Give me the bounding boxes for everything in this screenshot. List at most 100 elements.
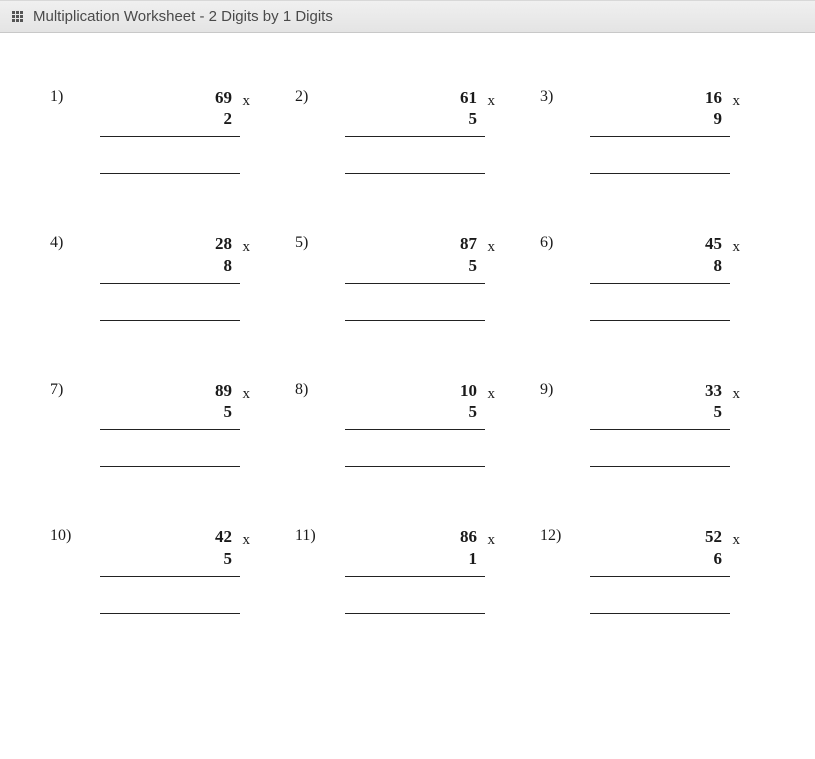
multiplicand: 69 x [70, 88, 260, 108]
answer-line [345, 466, 485, 467]
problem-number: 8) [295, 381, 308, 399]
problem-number: 10) [50, 527, 71, 545]
answer-line [590, 320, 730, 321]
top-value: 10 [460, 381, 477, 400]
multiplier: 9 [560, 108, 750, 130]
problem: 6) 45 x8 [540, 234, 765, 320]
answer-line [345, 613, 485, 614]
operator: x [488, 531, 496, 549]
multiplier: 5 [315, 108, 505, 130]
top-value: 87 [460, 234, 477, 253]
multiplier: 5 [70, 401, 260, 423]
multiplicand: 42 x [70, 527, 260, 547]
multiplicand: 61 x [315, 88, 505, 108]
problem: 7) 89 x5 [50, 381, 275, 467]
equals-line [590, 576, 730, 577]
problem-number: 11) [295, 527, 316, 545]
multiplier: 5 [315, 255, 505, 277]
equals-line [345, 283, 485, 284]
problem-number: 1) [50, 88, 63, 106]
equals-line [590, 136, 730, 137]
problem: 8) 10 x5 [295, 381, 520, 467]
equals-line [100, 283, 240, 284]
operator: x [488, 92, 496, 110]
multiplicand: 10 x [315, 381, 505, 401]
problem-grid: 1)69x22)61x53)16x94)28x85)87x56)45x87)89… [50, 88, 765, 614]
top-value: 33 [705, 381, 722, 400]
answer-line [100, 466, 240, 467]
equals-line [100, 429, 240, 430]
title-bar: Multiplication Worksheet - 2 Digits by 1… [0, 0, 815, 33]
multiplicand: 45 x [560, 234, 750, 254]
problem: 2) 61 x5 [295, 88, 520, 174]
equals-line [590, 429, 730, 430]
multiplier: 5 [70, 548, 260, 570]
operator: x [733, 385, 741, 403]
answer-line [100, 173, 240, 174]
operator: x [243, 238, 251, 256]
multiplier: 8 [560, 255, 750, 277]
problem: 10) 42 x5 [50, 527, 275, 613]
answer-line [100, 320, 240, 321]
equals-line [345, 429, 485, 430]
operator: x [243, 92, 251, 110]
top-value: 61 [460, 88, 477, 107]
apps-grid-icon[interactable] [12, 11, 23, 22]
problem: 1) 69 x2 [50, 88, 275, 174]
operator: x [243, 385, 251, 403]
answer-line [100, 613, 240, 614]
equals-line [100, 576, 240, 577]
answer-line [345, 173, 485, 174]
top-value: 52 [705, 527, 722, 546]
problem-number: 6) [540, 234, 553, 252]
answer-line [345, 320, 485, 321]
multiplicand: 52 x [560, 527, 750, 547]
operator: x [243, 531, 251, 549]
problem: 3) 16 x9 [540, 88, 765, 174]
operator: x [488, 238, 496, 256]
equals-line [590, 283, 730, 284]
answer-line [590, 173, 730, 174]
answer-line [590, 466, 730, 467]
problem: 4) 28 x8 [50, 234, 275, 320]
problem: 12) 52 x6 [540, 527, 765, 613]
problem-number: 7) [50, 381, 63, 399]
operator: x [488, 385, 496, 403]
top-value: 42 [215, 527, 232, 546]
multiplicand: 28 x [70, 234, 260, 254]
problem-number: 5) [295, 234, 308, 252]
problem: 9) 33 x5 [540, 381, 765, 467]
multiplier: 5 [560, 401, 750, 423]
multiplicand: 87 x [315, 234, 505, 254]
multiplicand: 86 x [315, 527, 505, 547]
top-value: 69 [215, 88, 232, 107]
multiplier: 2 [70, 108, 260, 130]
top-value: 86 [460, 527, 477, 546]
problem-number: 12) [540, 527, 561, 545]
operator: x [733, 92, 741, 110]
multiplicand: 16 x [560, 88, 750, 108]
equals-line [345, 136, 485, 137]
top-value: 16 [705, 88, 722, 107]
worksheet-area: 1)69x22)61x53)16x94)28x85)87x56)45x87)89… [0, 33, 815, 644]
multiplier: 1 [315, 548, 505, 570]
page-title: Multiplication Worksheet - 2 Digits by 1… [33, 8, 333, 25]
equals-line [100, 136, 240, 137]
top-value: 89 [215, 381, 232, 400]
multiplicand: 33 x [560, 381, 750, 401]
problem-number: 3) [540, 88, 553, 106]
problem: 11) 86 x1 [295, 527, 520, 613]
multiplier: 5 [315, 401, 505, 423]
problem-number: 2) [295, 88, 308, 106]
problem: 5) 87 x5 [295, 234, 520, 320]
operator: x [733, 238, 741, 256]
problem-number: 9) [540, 381, 553, 399]
multiplicand: 89 x [70, 381, 260, 401]
multiplier: 8 [70, 255, 260, 277]
problem-number: 4) [50, 234, 63, 252]
multiplier: 6 [560, 548, 750, 570]
top-value: 45 [705, 234, 722, 253]
top-value: 28 [215, 234, 232, 253]
operator: x [733, 531, 741, 549]
equals-line [345, 576, 485, 577]
